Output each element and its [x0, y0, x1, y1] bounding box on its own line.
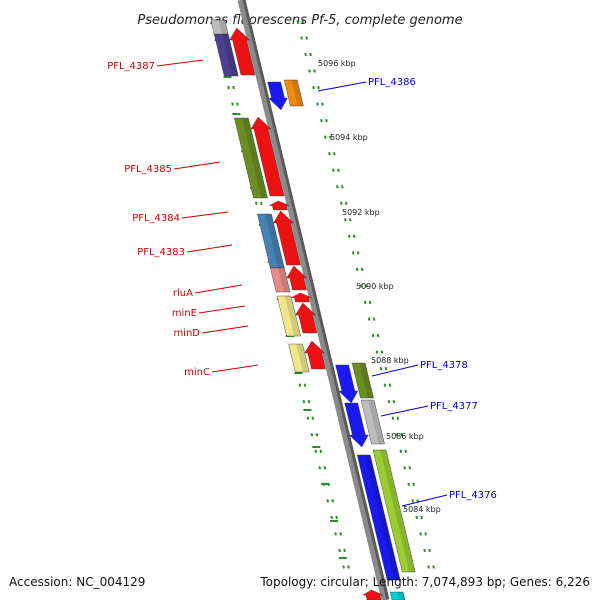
gene-box-shade: [221, 34, 239, 76]
gene-arrow: [269, 200, 290, 211]
gene-label: minE: [172, 308, 197, 319]
gene-label: rluA: [173, 288, 193, 299]
dotted-ring: [296, 19, 431, 573]
gene-box-shade: [368, 400, 385, 444]
gene-box: [372, 449, 416, 573]
genome-track: [156, 0, 448, 600]
gene-arrow: [267, 81, 288, 111]
scale-label: 5096 kbp: [318, 59, 356, 68]
gene-label: PFL_4387: [107, 61, 155, 72]
scale-label: 5094 kbp: [330, 133, 368, 142]
topology-text: Topology: circular; Length: 7,074,893 bp…: [259, 575, 590, 589]
gene-label: PFL_4378: [420, 360, 468, 371]
gene-box-shade: [218, 20, 229, 34]
gene-box: [234, 117, 268, 199]
left-gene-labels: PFL_4387 PFL_4385 PFL_4384 PFL_4383 rluA…: [107, 61, 210, 378]
leader-line: [198, 305, 246, 314]
gene-box: [210, 19, 229, 35]
gene-arrow: [335, 364, 359, 404]
leader-line: [317, 81, 367, 92]
leader-line: [186, 244, 233, 253]
gene-arrow: [344, 402, 369, 448]
gene-box-shade: [291, 80, 304, 106]
gene-label: minD: [173, 328, 200, 339]
gene-label: minC: [184, 367, 210, 378]
gene-label: PFL_4383: [137, 247, 185, 258]
gene-arrow: [291, 292, 312, 303]
gene-arrow: [273, 210, 301, 266]
gene-box: [283, 79, 304, 107]
leader-line: [156, 59, 204, 67]
scale-label: 5088 kbp: [371, 356, 409, 365]
gene-box-shade: [284, 296, 301, 336]
gene-box: [360, 399, 385, 445]
leader-line: [181, 211, 229, 219]
accession-text: Accession: NC_004129: [9, 575, 145, 589]
gene-box: [356, 454, 401, 581]
leader-line: [401, 494, 448, 507]
gene-box-shade: [380, 450, 416, 572]
gene-arrow: [362, 589, 383, 600]
gene-box-shade: [364, 455, 401, 580]
leader-line: [194, 284, 243, 294]
gene-arrow: [229, 27, 256, 76]
leader-line: [201, 325, 249, 334]
gene-label: PFL_4376: [449, 490, 497, 501]
gene-arrow: [250, 116, 285, 197]
gene-box: [270, 267, 291, 293]
gene-box-shade: [278, 268, 291, 292]
backbone: [237, 0, 387, 600]
map-title: Pseudomonas fluorescens Pf-5, complete g…: [137, 13, 462, 28]
gene-label: PFL_4377: [430, 401, 478, 412]
gene-box: [288, 343, 310, 373]
gene-box: [276, 295, 301, 337]
leader-line: [211, 364, 259, 373]
gene-box-shade: [296, 344, 310, 372]
gene-box-shade: [265, 214, 285, 268]
gene-arrow: [295, 302, 318, 334]
gene-label: PFL_4385: [124, 164, 172, 175]
scale-label: 5084 kbp: [403, 505, 441, 514]
gene-label: PFL_4386: [368, 77, 416, 88]
gene-arrow: [304, 340, 326, 370]
gene-box-shade: [397, 592, 405, 600]
gene-box: [389, 591, 406, 600]
scale-label: 5086 kbp: [386, 432, 424, 441]
gene-label: PFL_4384: [132, 213, 180, 224]
gene-box-shade: [242, 118, 268, 198]
scale-labels: 5096 kbp 5094 kbp 5092 kbp 5090 kbp 5088…: [318, 59, 441, 514]
scale-label: 5090 kbp: [356, 282, 394, 291]
leader-line: [371, 364, 419, 377]
leader-line: [380, 405, 429, 417]
scale-label: 5092 kbp: [342, 208, 380, 217]
gene-box-shade: [359, 363, 374, 398]
gene-arrow: [286, 265, 308, 291]
leader-line: [173, 161, 221, 170]
gene-box: [351, 362, 374, 399]
right-gene-labels: PFL_4386 PFL_4378 PFL_4377 PFL_4376: [368, 77, 497, 501]
